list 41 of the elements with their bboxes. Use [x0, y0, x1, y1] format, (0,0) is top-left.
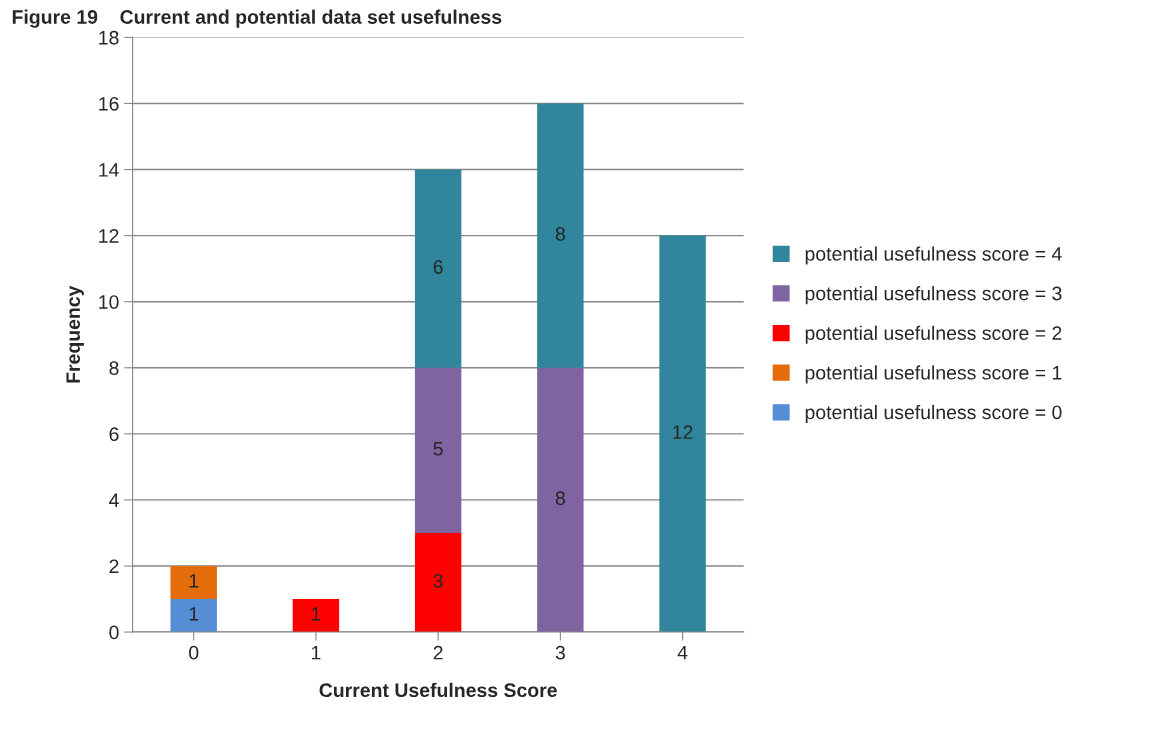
data-label: 1 — [312, 607, 321, 621]
legend-label: potential usefulness score = 3 — [805, 286, 1062, 305]
y-tick-label: 0 — [109, 625, 119, 640]
chart-title: Figure 19 Current and potential data set usefulness — [12, 9, 502, 28]
y-tick-label: 14 — [99, 163, 119, 177]
y-tick-label: 12 — [99, 229, 119, 243]
y-tick-label: 16 — [99, 96, 119, 111]
bar — [170, 599, 217, 633]
x-tick-label: 0 — [189, 645, 199, 660]
x-tick-label: 1 — [312, 645, 321, 660]
data-label: 8 — [555, 491, 565, 506]
y-tick-label: 18 — [99, 30, 119, 45]
bar — [537, 103, 584, 368]
y-axis-title: Frequency — [66, 285, 84, 383]
bar — [659, 235, 706, 633]
y-tick-label: 4 — [109, 493, 119, 507]
y-tick-label: 6 — [109, 427, 119, 442]
x-tick-label: 2 — [433, 645, 443, 660]
data-label: 12 — [673, 425, 693, 439]
data-label: 8 — [555, 227, 565, 241]
x-tick-label: 4 — [677, 645, 688, 660]
bar — [414, 169, 462, 368]
bar — [537, 367, 584, 633]
data-label: 6 — [433, 260, 443, 274]
legend-label: potential usefulness score = 1 — [805, 365, 1062, 384]
data-label: 1 — [189, 574, 199, 588]
data-label: 5 — [433, 442, 443, 456]
bar — [414, 367, 462, 533]
legend-label: potential usefulness score = 4 — [805, 246, 1062, 265]
legend-label: potential usefulness score = 0 — [805, 404, 1062, 424]
x-axis-title: Current Usefulness Score — [319, 682, 557, 698]
y-tick-label: 2 — [109, 559, 119, 574]
bar — [414, 532, 462, 633]
bar — [170, 565, 217, 600]
y-tick-label: 8 — [109, 361, 119, 375]
x-tick-label: 3 — [555, 645, 565, 660]
data-label: 1 — [189, 607, 199, 621]
y-tick-label: 10 — [99, 295, 119, 309]
data-label: 3 — [433, 573, 443, 588]
legend-label: potential usefulness score = 2 — [805, 325, 1062, 344]
bar — [292, 599, 340, 633]
